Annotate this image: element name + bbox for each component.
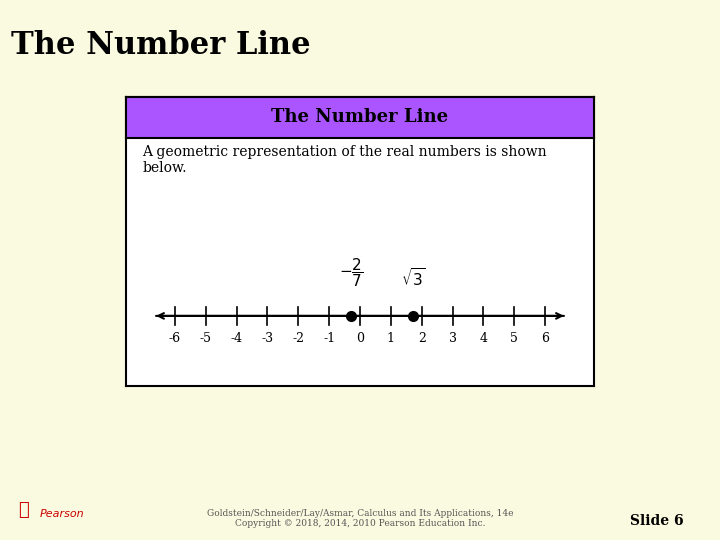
Text: 4: 4 [480, 332, 487, 345]
Text: -1: -1 [323, 332, 336, 345]
Text: 0: 0 [356, 332, 364, 345]
Text: -3: -3 [261, 332, 274, 345]
Text: Goldstein/Schneider/Lay/Asmar, Calculus and Its Applications, 14e
Copyright © 20: Goldstein/Schneider/Lay/Asmar, Calculus … [207, 509, 513, 528]
Text: Pearson: Pearson [40, 509, 84, 519]
Text: -5: -5 [199, 332, 212, 345]
Text: -6: -6 [168, 332, 181, 345]
Text: 3: 3 [449, 332, 456, 345]
Text: The Number Line: The Number Line [271, 109, 449, 126]
Text: Ⓟ: Ⓟ [18, 502, 29, 519]
Text: $\sqrt{3}$: $\sqrt{3}$ [401, 267, 426, 289]
Text: 5: 5 [510, 332, 518, 345]
Text: A geometric representation of the real numbers is shown
below.: A geometric representation of the real n… [143, 145, 547, 175]
Text: -2: -2 [292, 332, 305, 345]
Text: The Number Line: The Number Line [11, 30, 310, 60]
Text: Slide 6: Slide 6 [631, 514, 684, 528]
Text: -4: -4 [230, 332, 243, 345]
Text: 2: 2 [418, 332, 426, 345]
Text: $-\dfrac{2}{7}$: $-\dfrac{2}{7}$ [339, 256, 364, 289]
Text: 6: 6 [541, 332, 549, 345]
Text: 1: 1 [387, 332, 395, 345]
